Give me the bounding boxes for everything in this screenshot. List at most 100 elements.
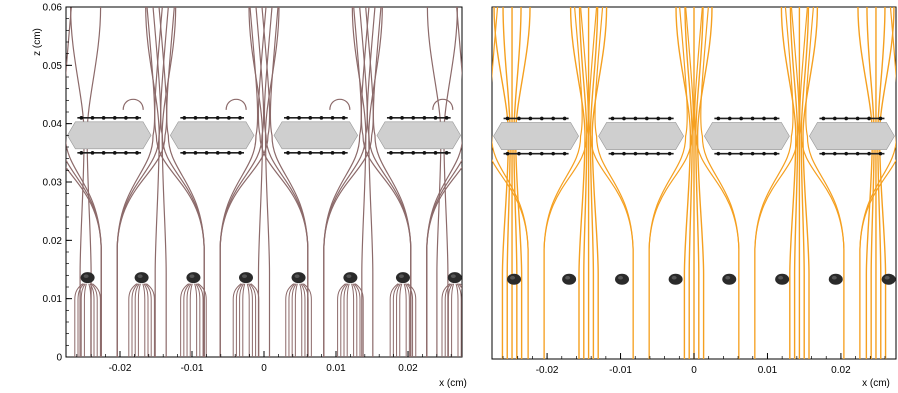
wire-line-0-3 [83, 283, 87, 357]
x-tick-label-4: 0.02 [398, 363, 418, 374]
wire-5 [775, 273, 790, 285]
y-tick-label-1: 0.01 [43, 294, 63, 305]
wire-line-6-2 [396, 283, 401, 357]
wire-line-1-5 [142, 283, 146, 357]
field-line-30 [366, 7, 412, 357]
field-line-18 [160, 7, 205, 357]
strip-dot-bottom-0-5 [562, 151, 567, 156]
wire-line-2-7 [196, 283, 204, 357]
strip-dot-bottom-2-5 [773, 151, 778, 156]
field-line-36 [754, 7, 800, 359]
field-line-28 [372, 7, 412, 357]
strip-dot-bottom-0-5 [135, 151, 139, 155]
strip-dot-top-2-0 [716, 116, 721, 121]
strip-dot-bottom-1-3 [645, 151, 649, 156]
field-line-5 [569, 7, 586, 359]
strip-1 [169, 121, 255, 150]
strip-dot-top-3-2 [844, 116, 849, 121]
wire-line-7-3 [451, 283, 455, 357]
strip-dot-bottom-3-5 [878, 151, 883, 156]
wire-line-5-2 [343, 283, 349, 357]
strip-dot-bottom-0-3 [112, 151, 117, 155]
strip-dot-bottom-2-0 [716, 151, 721, 156]
wire-line-2-8 [197, 283, 207, 357]
strip-dot-top-3-0 [821, 116, 826, 121]
wire-highlight-1 [565, 275, 571, 280]
wire-line-0-2 [80, 283, 86, 357]
wire-highlight-3 [671, 275, 677, 280]
strip-dot-top-1-2 [204, 116, 209, 120]
wire-line-3-0 [232, 283, 242, 357]
strip-dot-top-0-5 [135, 116, 139, 120]
strip-dot-bottom-1-4 [656, 151, 661, 156]
wire-line-6-1 [392, 283, 400, 357]
field-line-27 [492, 7, 529, 359]
wire-line-1-0 [128, 283, 138, 357]
strip-dot-bottom-3-1 [400, 151, 404, 155]
strip-dot-bottom-3-0 [821, 151, 826, 156]
field-line-15 [116, 7, 168, 357]
strip-dot-top-0-0 [79, 116, 84, 120]
strip-dot-top-0-1 [517, 116, 521, 121]
wire-highlight-5 [778, 275, 784, 280]
left-wires [80, 272, 462, 284]
strip-dot-top-2-3 [319, 116, 324, 120]
field-line-14 [66, 166, 102, 357]
wire-2 [615, 273, 630, 285]
left-panel: -0.02 -0.01 0 0.01 0.02 0 0.01 0.02 0.03 0.04 0.0… [32, 3, 467, 390]
wire-line-5-8 [354, 283, 364, 357]
strip-dot-bottom-2-2 [308, 151, 313, 155]
wire-line-6-6 [404, 283, 410, 357]
field-line-26 [543, 7, 583, 359]
wire-line-3-6 [247, 283, 253, 357]
field-line-11 [116, 7, 156, 357]
wire-1 [562, 273, 577, 285]
x-tick-label-1: -0.01 [181, 363, 204, 374]
strip-dot-bottom-3-1 [833, 151, 837, 156]
field-line-39 [799, 7, 845, 359]
strip-dot-top-0-4 [551, 116, 555, 121]
wire-0 [507, 273, 522, 285]
strip-dot-top-2-2 [739, 116, 743, 121]
y-tick-label-5: 0.05 [43, 61, 63, 72]
wire-line-6-3 [399, 283, 403, 357]
strip-dot-bottom-3-4 [433, 151, 438, 155]
wire-line-3-3 [242, 283, 246, 357]
wire-line-1-2 [134, 283, 140, 357]
wire-4 [722, 273, 737, 285]
wire-line-2-5 [194, 283, 198, 357]
strip-dot-top-3-4 [433, 116, 438, 120]
field-line-24 [263, 7, 309, 357]
strip-dot-top-1-0 [182, 116, 187, 120]
strip-dot-top-2-2 [308, 116, 313, 120]
x-tick-label-1: -0.01 [609, 365, 632, 376]
wire-highlight-2 [189, 274, 195, 278]
wire-4 [291, 272, 306, 284]
field-line-9 [591, 7, 608, 359]
strip-dot-top-2-3 [750, 116, 755, 121]
field-line-34 [754, 7, 794, 359]
wire-line-7-7 [458, 283, 462, 290]
field-line-32 [360, 7, 412, 357]
field-loop-3 [432, 98, 454, 110]
strip-dot-top-1-5 [667, 116, 672, 121]
wire-line-1-1 [131, 283, 139, 357]
strip-dot-bottom-1-3 [215, 151, 220, 155]
x-tick-label-0: -0.02 [536, 365, 559, 376]
wire-line-2-2 [186, 283, 192, 357]
wire-line-3-2 [239, 283, 245, 357]
strip-dot-top-3-3 [855, 116, 860, 121]
strip-dot-top-0-5 [562, 116, 567, 121]
field-loop-0 [122, 98, 144, 110]
strip-dot-top-1-3 [645, 116, 649, 121]
right-panel: -0.02 -0.01 0 0.01 0.02 x (cm) [491, 6, 897, 389]
x-tick-label-3: 0.01 [326, 363, 346, 374]
y-tick-label-4: 0.04 [43, 119, 63, 130]
field-line-19 [802, 7, 819, 359]
wire-line-4-1 [288, 283, 296, 357]
field-line-16 [166, 7, 205, 357]
wire-line-2-6 [195, 283, 201, 357]
field-line-12 [66, 158, 102, 357]
strip-dot-bottom-0-0 [505, 151, 510, 156]
strip-dot-bottom-3-3 [855, 151, 860, 156]
